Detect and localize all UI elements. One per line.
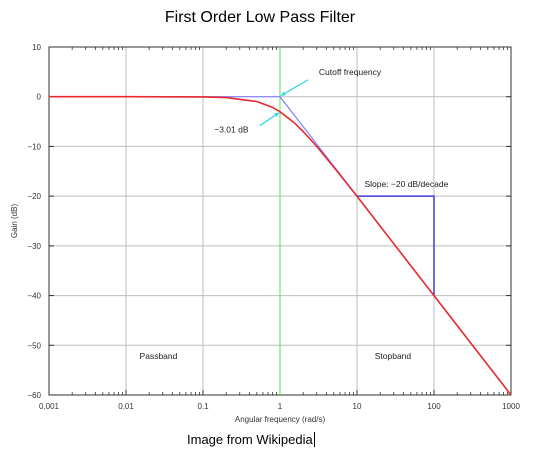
annotations: Cutoff frequency −3.01 dB Slope: −20 dB/de… [140, 67, 449, 361]
y-tick-label: −10 [27, 142, 41, 151]
text-cursor [313, 432, 315, 447]
series-layer [49, 47, 512, 396]
minus-3db-arrow-head [274, 112, 279, 118]
passband-label: Passband [140, 351, 178, 361]
y-tick-label: 0 [37, 93, 42, 102]
stopband-label: Stopband [375, 351, 412, 361]
x-tick-label: 0.1 [197, 402, 209, 411]
slope-marker [357, 195, 435, 296]
x-tick-label: 1 [278, 402, 283, 411]
gain-response-curve [49, 95, 512, 396]
x-tick-label: 0.01 [118, 402, 134, 411]
minus-3db-label: −3.01 dB [214, 125, 249, 135]
cutoff-frequency-label: Cutoff frequency [319, 67, 382, 77]
x-tick-label: 0.001 [39, 402, 60, 411]
image-caption: Image from Wikipedia [187, 432, 315, 447]
axis-ticks: 0.001 0.01 0.1 1 10 100 1000100−10−20−30−40−50… [27, 43, 520, 411]
chart-title: First Order Low Pass Filter [165, 9, 356, 26]
y-tick-label: −30 [27, 242, 41, 251]
y-tick-label: −60 [27, 391, 41, 400]
y-tick-label: −50 [27, 341, 41, 350]
caption-text: Image from Wikipedia [187, 432, 313, 447]
y-tick-label: −40 [27, 292, 41, 301]
x-tick-label: 1000 [502, 402, 520, 411]
y-tick-label: 10 [32, 43, 41, 52]
y-tick-label: −20 [27, 192, 41, 201]
x-tick-label: 100 [427, 402, 441, 411]
cutoff-arrow-head [281, 91, 286, 96]
x-axis-label: Angular frequency (rad/s) [235, 415, 326, 424]
slope-label: Slope: −20 dB/decade [364, 179, 448, 189]
x-tick-label: 10 [353, 402, 362, 411]
y-axis-label: Gain (dB) [10, 204, 19, 239]
cutoff-arrow [280, 79, 309, 97]
